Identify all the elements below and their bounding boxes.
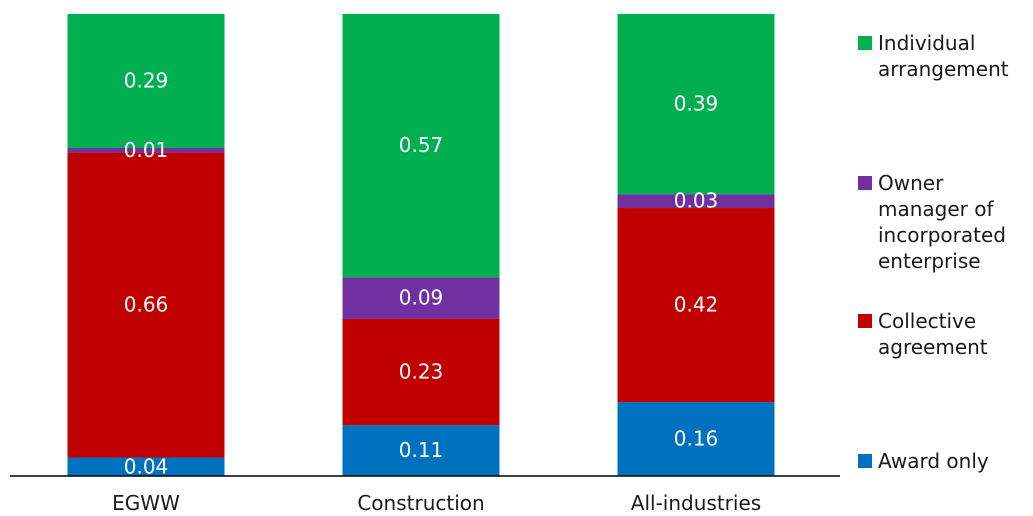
category-label-egww: EGWW xyxy=(112,491,180,515)
data-label-construction-collective-agreement: 0.23 xyxy=(399,360,444,384)
legend-item-award-only: Award only xyxy=(858,448,1028,474)
data-label-construction-award-only: 0.11 xyxy=(399,438,444,462)
data-label-egww-collective-agreement: 0.66 xyxy=(124,293,169,317)
bar-segment-all-industries-owner-manager-of-incorporated-enterprise xyxy=(617,194,775,209)
bar-segment-construction-collective-agreement xyxy=(342,318,500,426)
segment-labels-group: 0.04 0.66 0.01 0.29 0.11 0.23 0.09 0.57 0.16 0.42… xyxy=(124,68,719,478)
bar-segment-egww-individual-arrangement xyxy=(67,14,225,148)
data-label-egww-individual-arrangement: 0.29 xyxy=(124,68,169,92)
data-label-all-industries-award-only: 0.16 xyxy=(674,427,719,451)
bar-segment-construction-individual-arrangement xyxy=(342,14,500,278)
legend-swatch-individual-arrangement xyxy=(858,36,872,50)
data-label-egww-owner-manager-of-incorporated-enterprise: 0.01 xyxy=(124,138,169,162)
legend-item-collective-agreement: Collective agreement xyxy=(858,308,1028,360)
bar-segment-egww-collective-agreement xyxy=(67,152,225,458)
bar-segment-all-industries-individual-arrangement xyxy=(617,14,775,195)
bar-segment-construction-owner-manager-of-incorporated-enterprise xyxy=(342,277,500,319)
bar-segment-construction-award-only xyxy=(342,425,500,476)
bar-segment-egww-owner-manager-of-incorporated-enterprise xyxy=(67,147,225,153)
data-label-all-industries-collective-agreement: 0.42 xyxy=(674,293,719,317)
bar-segment-all-industries-award-only xyxy=(617,402,775,476)
data-label-egww-award-only: 0.04 xyxy=(124,454,169,478)
data-label-all-industries-owner-manager-of-incorporated-enterprise: 0.03 xyxy=(674,189,719,213)
legend-item-owner-manager: Owner manager of incorporated enterprise xyxy=(858,170,1028,274)
legend-swatch-collective-agreement xyxy=(858,314,872,328)
category-label-all-industries: All-industries xyxy=(631,491,761,515)
legend-label-award-only: Award only xyxy=(878,449,989,473)
legend-label-collective-agreement: Collective agreement xyxy=(878,309,988,359)
bars-group xyxy=(67,14,775,476)
bar-segment-all-industries-collective-agreement xyxy=(617,208,775,403)
legend: Individual arrangement Owner manager of … xyxy=(858,0,1033,516)
data-label-all-industries-individual-arrangement: 0.39 xyxy=(674,92,719,116)
legend-label-owner-manager: Owner manager of incorporated enterprise xyxy=(878,171,1006,273)
data-label-construction-owner-manager-of-incorporated-enterprise: 0.09 xyxy=(399,286,444,310)
legend-swatch-award-only xyxy=(858,454,872,468)
legend-item-individual-arrangement: Individual arrangement xyxy=(858,30,1028,82)
legend-swatch-owner-manager xyxy=(858,176,872,190)
legend-label-individual-arrangement: Individual arrangement xyxy=(878,31,1009,81)
category-labels-group: EGWW Construction All-industries xyxy=(112,491,761,515)
stacked-bar-chart: 0.04 0.66 0.01 0.29 0.11 0.23 0.09 0.57 0.16 0.42… xyxy=(10,14,840,515)
bar-segment-egww-award-only xyxy=(67,457,225,476)
data-label-construction-individual-arrangement: 0.57 xyxy=(399,133,444,157)
category-label-construction: Construction xyxy=(357,491,484,515)
